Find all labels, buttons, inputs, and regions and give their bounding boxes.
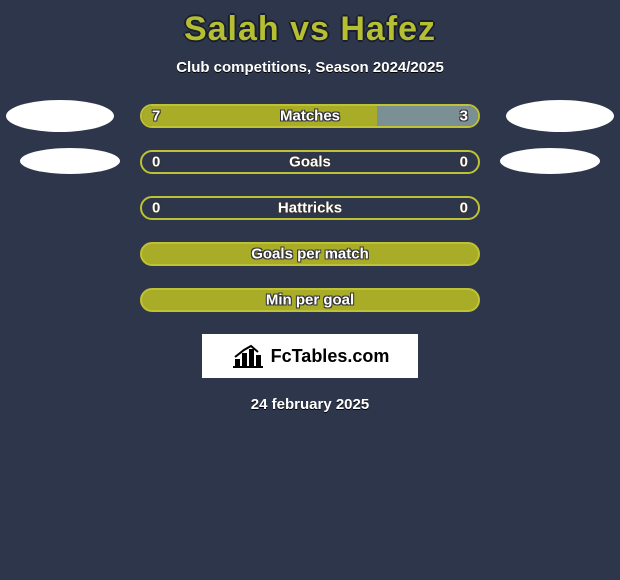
stat-label: Goals [289, 154, 331, 171]
fctables-logo: FcTables.com [202, 334, 418, 378]
snapshot-date: 24 february 2025 [0, 396, 620, 413]
stat-row: 7 3 Matches [0, 104, 620, 128]
stat-label: Matches [280, 108, 340, 125]
bar-chart-icon [231, 343, 265, 369]
subtitle: Club competitions, Season 2024/2025 [0, 59, 620, 76]
stat-row: 0 0 Goals [0, 150, 620, 174]
stat-bar: 0 0 Hattricks [140, 196, 480, 220]
value-left: 7 [152, 108, 160, 125]
comparison-content: 7 3 Matches 0 0 Goals 0 0 Hattricks Goals per mat… [0, 104, 620, 312]
stat-label: Hattricks [278, 200, 342, 217]
value-right: 0 [460, 200, 468, 217]
stat-label: Goals per match [251, 246, 369, 263]
fill-left [142, 106, 377, 126]
page-title: Salah vs Hafez [0, 0, 620, 49]
value-right: 3 [460, 108, 468, 125]
stat-row: 0 0 Hattricks [0, 196, 620, 220]
stat-bar: 7 3 Matches [140, 104, 480, 128]
stat-bar: Min per goal [140, 288, 480, 312]
logo-text: FcTables.com [271, 346, 390, 367]
stat-row: Min per goal [0, 288, 620, 312]
value-right: 0 [460, 154, 468, 171]
stat-label: Min per goal [266, 292, 354, 309]
stat-row: Goals per match [0, 242, 620, 266]
stat-bar: 0 0 Goals [140, 150, 480, 174]
value-left: 0 [152, 154, 160, 171]
value-left: 0 [152, 200, 160, 217]
stat-bar: Goals per match [140, 242, 480, 266]
